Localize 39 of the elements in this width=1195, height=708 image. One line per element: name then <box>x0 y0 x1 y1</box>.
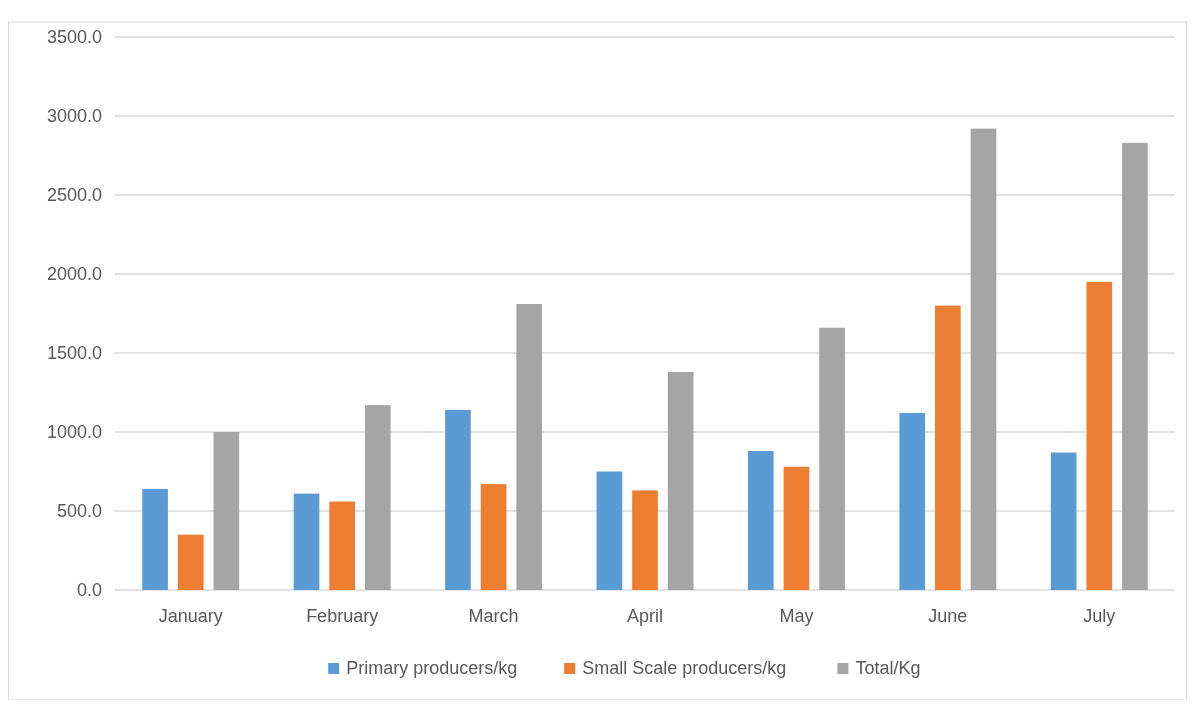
y-tick-label: 1000.0 <box>46 422 102 443</box>
bar <box>142 488 168 590</box>
bar <box>783 466 810 590</box>
bar <box>596 471 623 590</box>
bar <box>1122 142 1148 590</box>
bar <box>970 128 997 590</box>
x-tick-label: February <box>306 606 379 626</box>
x-tick-label: March <box>468 606 519 626</box>
bar <box>177 534 204 590</box>
y-tick-label: 500.0 <box>56 501 102 522</box>
legend-label: Total/Kg <box>855 658 921 678</box>
bar <box>747 450 774 590</box>
y-tick-label: 2500.0 <box>46 185 102 206</box>
x-tick-label: January <box>158 606 223 626</box>
x-tick-label: April <box>626 606 664 626</box>
x-tick-label: May <box>779 606 814 626</box>
bar <box>516 304 543 590</box>
bar <box>445 409 471 590</box>
y-tick-label: 3500.0 <box>46 27 102 48</box>
y-tick-label: 1500.0 <box>46 343 102 364</box>
bar <box>1050 452 1077 590</box>
bar <box>899 413 926 590</box>
legend-label: Primary producers/kg <box>346 658 518 678</box>
bar <box>935 305 961 590</box>
bar <box>667 371 694 590</box>
bar <box>329 501 355 590</box>
bar <box>1086 281 1113 590</box>
x-tick-label: June <box>928 606 968 626</box>
y-tick-label: 2000.0 <box>46 264 102 285</box>
legend-label: Small Scale producers/kg <box>582 658 787 678</box>
bar <box>293 493 320 590</box>
y-tick-label: 3000.0 <box>46 106 102 127</box>
bar <box>819 327 845 590</box>
bar <box>480 484 507 590</box>
bar <box>364 405 391 590</box>
bar <box>632 490 658 590</box>
bar <box>213 432 240 590</box>
y-tick-label: 0.0 <box>76 580 102 601</box>
x-tick-label: July <box>1083 606 1116 626</box>
